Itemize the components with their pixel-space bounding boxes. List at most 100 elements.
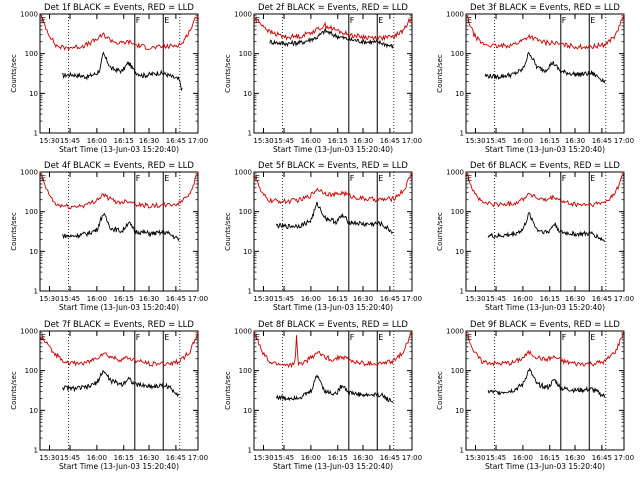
y-tick-label: 100 [451,50,464,58]
y-tick-label: 100 [239,367,252,375]
y-tick-label: 1 [460,288,464,296]
x-tick-label: 16:00 [87,137,107,145]
panel-title: Det 6f BLACK = Events, RED = LLD [470,161,620,171]
y-tick-label: 1 [460,447,464,455]
x-tick-label: 16:15 [540,295,560,303]
x-tick-label: 17:00 [402,137,422,145]
x-tick-label: 16:45 [166,137,186,145]
x-tick-label: 16:00 [301,137,321,145]
x-tick-label: 16:00 [301,295,321,303]
events-trace [487,212,606,243]
x-tick-label: 17:00 [402,454,422,462]
y-tick-label: 10 [29,407,38,415]
x-tick-label: 15:45 [60,137,80,145]
plot-frame [253,171,413,292]
interval-marker: E [378,16,383,25]
panel-title: Det 8f BLACK = Events, RED = LLD [258,320,408,330]
y-axis-label: Counts/sec [10,54,18,93]
x-tick-label: 15:45 [274,137,294,145]
x-axis-label: Start Time (13-Jun-03 15:20:40) [59,145,179,154]
y-tick-label: 10 [29,90,38,98]
y-tick-label: 10 [243,90,252,98]
interval-marker: E [590,333,595,342]
x-axis-label: Start Time (13-Jun-03 15:20:40) [273,462,393,471]
panel-title: Det 2f BLACK = Events, RED = LLD [258,3,408,13]
x-tick-label: 16:00 [87,295,107,303]
x-tick-label: 15:45 [60,295,80,303]
interval-marker: E [467,174,472,183]
x-tick-label: 15:45 [274,295,294,303]
detector-panel-6: Det 6f BLACK = Events, RED = LLD 1 10 100 10… [436,161,634,312]
y-tick-label: 1000 [20,328,38,336]
panel-title: Det 5f BLACK = Events, RED = LLD [258,161,408,171]
x-tick-label: 16:15 [114,454,134,462]
x-tick-label: 16:45 [166,454,186,462]
y-axis-label: Counts/sec [436,212,444,251]
interval-marker: E [378,333,383,342]
lld-trace [39,332,199,367]
x-tick-label: 16:30 [565,295,585,303]
interval-marker: E [467,16,472,25]
detector-panel-7: Det 7f BLACK = Events, RED = LLD 1 10 100 10… [10,320,208,471]
x-tick-label: 16:30 [565,454,585,462]
y-tick-label: 10 [455,248,464,256]
y-tick-label: 10 [243,248,252,256]
x-tick-label: 16:30 [353,295,373,303]
y-tick-label: 1000 [234,11,252,19]
interval-marker: E [255,16,260,25]
x-tick-label: 15:30 [39,454,59,462]
x-tick-label: 15:30 [253,454,273,462]
interval-marker: E [590,174,595,183]
x-tick-label: 16:45 [380,295,400,303]
x-tick-label: 16:00 [513,295,533,303]
y-tick-label: 10 [29,248,38,256]
x-tick-label: 16:45 [166,295,186,303]
detector-panel-8: Det 8f BLACK = Events, RED = LLD 1 10 100 10… [224,320,422,471]
x-tick-label: 17:00 [614,454,634,462]
events-trace [61,51,183,92]
detector-panel-1: Det 1f BLACK = Events, RED = LLD 1 10 100 10… [10,3,208,154]
x-tick-label: 16:30 [565,137,585,145]
lld-trace [465,13,625,50]
interval-marker: F [562,333,567,342]
y-tick-label: 1000 [234,328,252,336]
y-tick-label: 1 [34,130,38,138]
y-tick-label: 100 [239,208,252,216]
x-axis-label: Start Time (13-Jun-03 15:20:40) [485,303,605,312]
interval-marker: E [41,333,46,342]
panel-title: Det 4f BLACK = Events, RED = LLD [44,161,194,171]
x-tick-label: 16:15 [540,137,560,145]
x-tick-label: 15:30 [465,454,485,462]
y-tick-label: 10 [455,407,464,415]
detector-panel-5: Det 5f BLACK = Events, RED = LLD 1 10 100 10… [224,161,422,312]
x-tick-label: 16:45 [592,454,612,462]
y-tick-label: 100 [25,50,38,58]
lld-trace [39,14,199,52]
x-axis-label: Start Time (13-Jun-03 15:20:40) [485,145,605,154]
y-axis-label: Counts/sec [224,54,232,93]
interval-marker: F [136,174,141,183]
interval-marker: E [164,174,169,183]
x-tick-label: 16:15 [540,454,560,462]
x-tick-label: 15:45 [274,454,294,462]
interval-marker: F [350,174,355,183]
x-tick-label: 16:00 [87,454,107,462]
plot-frame [253,13,413,134]
y-tick-label: 1 [34,447,38,455]
lld-trace [253,17,413,42]
y-tick-label: 1 [248,130,252,138]
detector-panel-3: Det 3f BLACK = Events, RED = LLD 1 10 100 10… [436,3,634,154]
x-tick-label: 15:30 [465,295,485,303]
interval-marker: E [378,174,383,183]
detector-panel-4: Det 4f BLACK = Events, RED = LLD 1 10 100 10… [10,161,208,312]
interval-marker: E [164,333,169,342]
y-tick-label: 100 [451,208,464,216]
interval-marker: F [562,174,567,183]
x-tick-label: 15:30 [465,137,485,145]
y-axis-label: Counts/sec [436,54,444,93]
x-tick-label: 17:00 [402,295,422,303]
plot-frame [465,13,625,134]
y-tick-label: 1 [248,288,252,296]
y-tick-label: 1 [34,288,38,296]
